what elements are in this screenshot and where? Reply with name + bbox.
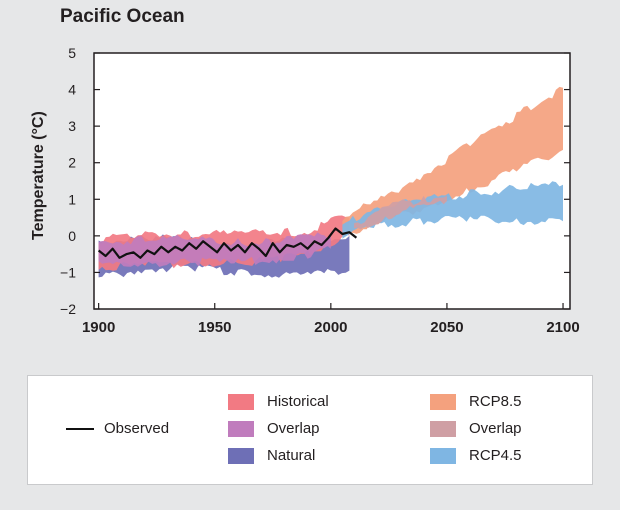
- observed-line-swatch: [66, 427, 94, 430]
- legend-item-overlap-historical: Overlap: [228, 420, 320, 437]
- legend: Observed Historical Overlap Natural RCP8…: [27, 375, 593, 485]
- legend-label-natural: Natural: [267, 447, 316, 464]
- natural-swatch: [228, 447, 254, 464]
- overlap-rcp-swatch: [430, 420, 456, 437]
- y-tick-label: 3: [68, 118, 76, 134]
- y-tick-label: 1: [68, 191, 76, 207]
- legend-label-rcp85: RCP8.5: [469, 393, 522, 410]
- band-rcp8-5: [342, 86, 563, 238]
- x-tick-label: 2000: [314, 319, 347, 336]
- band-rcp4-5: [342, 181, 563, 239]
- chart-plot: 5 4 3 2 1 0 −1 −2 1900 1950 2000 2050 2100: [60, 45, 580, 336]
- legend-item-historical: Historical: [228, 393, 329, 410]
- overlap-historical-swatch: [228, 420, 254, 437]
- y-tick-label: −1: [60, 264, 76, 280]
- y-tick-label: 4: [68, 82, 76, 98]
- x-tick-label: 2050: [430, 319, 463, 336]
- legend-label-overlap-rcp: Overlap: [469, 420, 522, 437]
- rcp85-swatch: [430, 393, 456, 410]
- y-tick-label: 0: [68, 228, 76, 244]
- legend-item-observed: Observed: [66, 420, 169, 437]
- y-tick-label: −2: [60, 301, 76, 317]
- rcp45-swatch: [430, 447, 456, 464]
- axes-layer: 5 4 3 2 1 0 −1 −2 1900 1950 2000 2050 2100: [60, 45, 580, 336]
- plot-frame: [93, 52, 571, 310]
- line-observed: [97, 227, 358, 259]
- legend-label-rcp45: RCP4.5: [469, 447, 522, 464]
- band-overlap: [354, 195, 447, 230]
- legend-label-historical: Historical: [267, 393, 329, 410]
- legend-item-rcp85: RCP8.5: [430, 393, 522, 410]
- lines-layer: [97, 227, 358, 259]
- y-tick-label: 2: [68, 155, 76, 171]
- x-tick-label: 1900: [82, 319, 115, 336]
- legend-label-overlap-historical: Overlap: [267, 420, 320, 437]
- chart-title: Pacific Ocean: [60, 6, 185, 27]
- historical-swatch: [228, 393, 254, 410]
- x-tick-label: 2100: [546, 319, 579, 336]
- y-tick-label: 5: [68, 45, 76, 61]
- x-tick-label: 1950: [198, 319, 231, 336]
- legend-label-observed: Observed: [104, 420, 170, 437]
- legend-item-rcp45: RCP4.5: [430, 447, 522, 464]
- legend-item-natural: Natural: [228, 447, 315, 464]
- legend-item-overlap-rcp: Overlap: [430, 420, 522, 437]
